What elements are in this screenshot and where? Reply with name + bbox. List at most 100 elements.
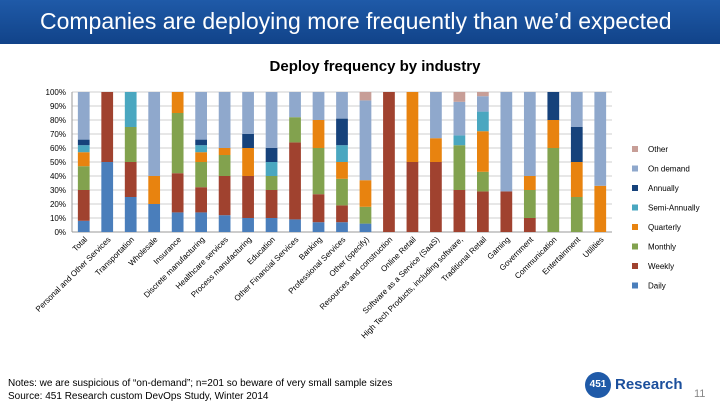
bar-segment-on-demand [289, 92, 301, 118]
bar-segment-daily [265, 218, 278, 232]
bar-segment-daily [336, 222, 348, 232]
bar-segment-quarterly [570, 162, 583, 197]
bar-segment-weekly [336, 205, 348, 223]
y-tick-label: 10% [50, 214, 66, 223]
bar-segment-weekly [171, 173, 184, 213]
bar-segment-monthly [289, 117, 301, 143]
legend-label: Other [648, 145, 668, 154]
bar-segment-quarterly [171, 92, 184, 113]
legend-swatch [632, 263, 638, 269]
bar-segment-daily [124, 197, 137, 232]
bar-segment-quarterly [547, 120, 560, 148]
bar-segment-weekly [453, 190, 466, 232]
legend-label: Monthly [648, 243, 676, 252]
bar-segment-weekly [477, 191, 489, 232]
bar-segment-daily [171, 212, 184, 232]
y-tick-label: 100% [46, 88, 66, 97]
bar-segment-daily [195, 212, 207, 232]
bar-segment-monthly [570, 197, 583, 232]
bar-segment-monthly [523, 190, 536, 218]
bar-segment-monthly [359, 206, 372, 224]
legend-label: On demand [648, 165, 690, 174]
legend-label: Weekly [648, 262, 674, 271]
logo-mark: 451 [585, 372, 611, 398]
bar-segment-quarterly [77, 152, 90, 167]
y-tick-label: 70% [50, 130, 66, 139]
stacked-bar-chart: 0%10%20%30%40%50%60%70%80%90%100%TotalPe… [34, 88, 700, 340]
bar-segment-annually [242, 134, 254, 148]
bar-segment-other [359, 92, 372, 101]
bar-segment-weekly [77, 190, 90, 221]
bar-segment-quarterly [312, 120, 325, 148]
bar-segment-semi-annually [77, 145, 90, 153]
bar-segment-daily [101, 162, 114, 232]
y-tick-label: 0% [54, 228, 66, 237]
y-tick-label: 80% [50, 116, 66, 125]
bar-segment-on-demand [477, 96, 489, 112]
y-tick-label: 50% [50, 158, 66, 167]
bar-segment-monthly [265, 176, 278, 190]
legend-label: Quarterly [648, 223, 681, 232]
bar-segment-semi-annually [124, 92, 137, 127]
y-tick-label: 40% [50, 172, 66, 181]
bar-segment-quarterly [242, 148, 254, 176]
bar-segment-quarterly [406, 92, 419, 162]
legend-swatch [632, 165, 638, 172]
bar-segment-monthly [124, 127, 137, 162]
bar-segment-on-demand [523, 92, 536, 176]
legend-label: Annually [648, 184, 679, 193]
bar-segment-annually [195, 139, 207, 146]
bar-segment-daily [148, 204, 161, 232]
bar-segment-on-demand [218, 92, 231, 148]
bar-segment-annually [77, 139, 90, 146]
bar-segment-daily [312, 222, 325, 232]
bar-segment-on-demand [359, 100, 372, 181]
source-text: Source: 451 Research custom DevOps Study… [8, 391, 269, 402]
bar-segment-weekly [430, 162, 442, 232]
legend-swatch [632, 146, 638, 152]
slide-title: Companies are deploying more frequently … [40, 8, 672, 34]
bar-segment-weekly [523, 218, 536, 232]
bar-segment-monthly [547, 148, 560, 232]
bar-segment-on-demand [77, 92, 90, 140]
bar-segment-quarterly [594, 185, 607, 232]
bar-segment-daily [242, 218, 254, 232]
page-number: 11 [694, 388, 706, 400]
bar-segment-quarterly [195, 152, 207, 162]
bar-segment-semi-annually [265, 162, 278, 176]
legend-swatch [632, 243, 638, 250]
legend-swatch [632, 204, 638, 211]
bar-segment-annually [547, 92, 560, 120]
legend-swatch [632, 282, 638, 289]
bar-segment-other [453, 92, 466, 102]
bar-segment-weekly [101, 92, 114, 162]
bar-segment-quarterly [430, 138, 442, 162]
bar-segment-daily [359, 223, 372, 232]
bar-segment-weekly [218, 176, 231, 216]
x-tick-label: Traditional Retail [440, 235, 489, 284]
logo-text: Research [615, 376, 683, 393]
bar-segment-weekly [406, 162, 419, 232]
y-tick-label: 30% [50, 186, 66, 195]
bar-segment-semi-annually [336, 145, 348, 162]
y-tick-label: 90% [50, 102, 66, 111]
y-tick-label: 20% [50, 200, 66, 209]
bar-segment-weekly [124, 162, 137, 197]
bar-segment-weekly [289, 142, 301, 220]
bar-segment-weekly [383, 92, 395, 232]
bar-segment-monthly [336, 178, 348, 206]
bar-segment-on-demand [453, 101, 466, 136]
bar-segment-on-demand [242, 92, 254, 134]
title-bar: Companies are deploying more frequently … [0, 0, 720, 44]
bar-segment-monthly [477, 171, 489, 192]
bar-segment-quarterly [218, 148, 231, 155]
bar-segment-monthly [312, 148, 325, 195]
chart-title: Deploy frequency by industry [269, 58, 481, 75]
bar-segment-on-demand [195, 92, 207, 140]
bar-segment-quarterly [477, 131, 489, 172]
bar-segment-on-demand [312, 92, 325, 120]
bar-segment-semi-annually [195, 145, 207, 153]
bar-segment-annually [570, 127, 583, 162]
bar-segment-quarterly [148, 176, 161, 204]
bar-segment-on-demand [148, 92, 161, 176]
